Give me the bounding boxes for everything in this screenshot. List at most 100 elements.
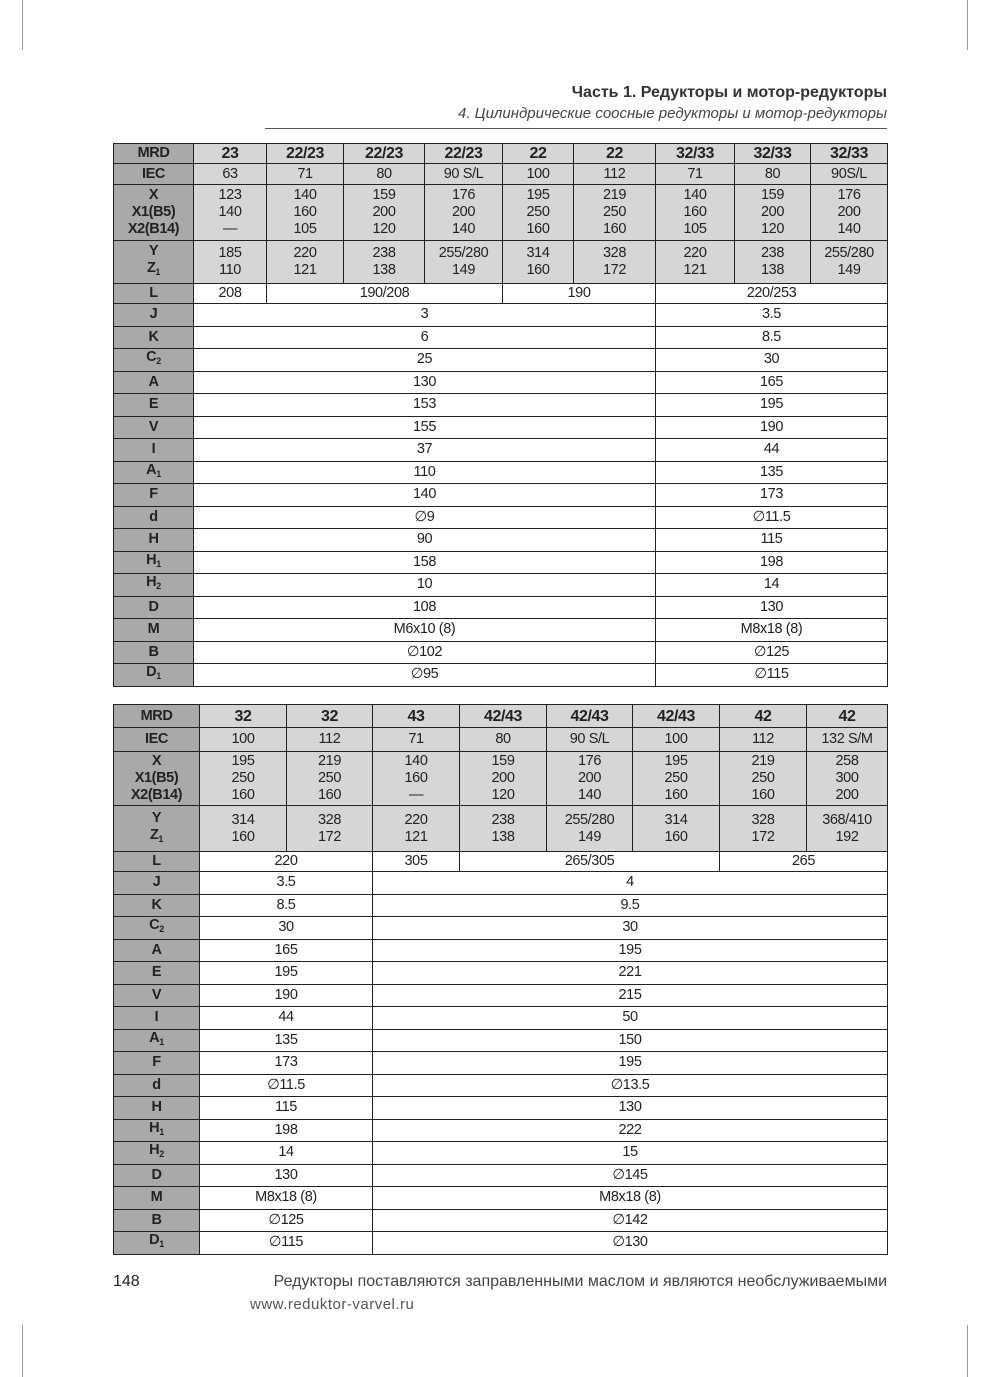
- yz-row: Y Z1 185 110 220 121 238 138 255/280 149 314 160 328…: [113, 240, 888, 284]
- value-cell: ∅13.5: [372, 1073, 888, 1097]
- iec-cell: 71: [655, 163, 735, 185]
- row-label: H: [113, 528, 194, 552]
- dimensions-table-1: MRD 23 22/23 22/23 22/23 22 22 32/33 32/33 32/33 I…: [113, 143, 888, 687]
- yz-cell: 314 160: [632, 805, 720, 852]
- value-cell: 222: [372, 1118, 888, 1142]
- row-label: D1: [113, 663, 194, 687]
- x-cell: 123 140—: [193, 184, 267, 241]
- value-cell: 9.5: [372, 893, 888, 917]
- mrd-cell: 32: [199, 704, 287, 728]
- section-title: 4. Цилиндрические соосные редукторы и мо…: [457, 105, 887, 122]
- iec-cell: 71: [266, 163, 344, 185]
- dimension-row-J: J 3.5 4: [113, 871, 888, 895]
- mrd-cell: 22: [502, 143, 574, 164]
- mrd-cell: 32: [286, 704, 373, 728]
- row-label: H2: [113, 1141, 200, 1165]
- row-label: D1: [113, 1231, 200, 1255]
- value-cell: 140: [193, 483, 656, 507]
- row-label: J: [113, 303, 194, 327]
- value-cell: 90: [193, 528, 656, 552]
- value-cell: 150: [372, 1028, 888, 1052]
- iec-cell: 71: [372, 727, 460, 752]
- website-link[interactable]: www.reduktor-varvel.ru: [250, 1296, 415, 1313]
- iec-cell: 90 S/L: [424, 163, 503, 185]
- iec-cell: 112: [719, 727, 807, 752]
- mrd-cell: 22/23: [266, 143, 344, 164]
- iec-cell: 100: [502, 163, 574, 185]
- dimension-row-E: E 153 195: [113, 393, 888, 417]
- value-cell: M8x18 (8): [655, 618, 888, 642]
- value-cell: 15: [372, 1141, 888, 1165]
- dimension-row-H2: H2 14 15: [113, 1141, 888, 1165]
- value-cell: 190: [199, 983, 373, 1007]
- yz-cell: 368/410 192: [806, 805, 888, 852]
- mrd-cell: 42/43: [632, 704, 720, 728]
- iec-cell: 112: [286, 727, 373, 752]
- x-row: X X1(B5) X2(B14) 123 140—140 160 105 159 200 120 1…: [113, 184, 888, 241]
- dimension-row-F: F 140 173: [113, 483, 888, 507]
- yz-row: Y Z1 314 160 328 172 220 121 238 138 255/280 149 314…: [113, 805, 888, 852]
- dimension-row-E: E 195 221: [113, 961, 888, 985]
- dimension-row-A1: A1 135 150: [113, 1028, 888, 1052]
- dimension-row-d: d ∅9 ∅11.5: [113, 505, 888, 529]
- x-cell: 195 250 160: [199, 751, 287, 806]
- row-label: M: [113, 618, 194, 642]
- value-cell: 37: [193, 438, 656, 462]
- mrd-cell: 32/33: [734, 143, 811, 164]
- mrd-cell: 43: [372, 704, 460, 728]
- x-cell: 176 200 140: [424, 184, 503, 241]
- yz-cell: 238 138: [343, 240, 425, 284]
- row-label: A: [113, 370, 194, 394]
- x-cell: 258 300 200: [806, 751, 888, 806]
- value-cell: M6x10 (8): [193, 618, 656, 642]
- value-cell: 135: [655, 460, 888, 484]
- value-cell: ∅125: [199, 1208, 373, 1232]
- row-label: B: [113, 1208, 200, 1232]
- iec-row: IEC 63 71 80 90 S/L 100 112 71 80 90S/L: [113, 163, 888, 185]
- row-label: H2: [113, 573, 194, 597]
- yz-cell: 220 121: [655, 240, 735, 284]
- yz-cell: 314 160: [199, 805, 287, 852]
- value-cell: 173: [199, 1051, 373, 1075]
- l-cell: 220/253: [655, 283, 888, 304]
- dimension-row-V: V 155 190: [113, 415, 888, 439]
- value-cell: 25: [193, 348, 656, 372]
- l-cell: 265: [719, 851, 888, 872]
- value-cell: 215: [372, 983, 888, 1007]
- value-cell: 10: [193, 573, 656, 597]
- crop-mark: [22, 0, 23, 50]
- dimension-row-F: F 173 195: [113, 1051, 888, 1075]
- value-cell: 3.5: [655, 303, 888, 327]
- mrd-row: MRD 23 22/23 22/23 22/23 22 22 32/33 32/33 32/33: [113, 143, 888, 164]
- mrd-cell: 42: [806, 704, 888, 728]
- value-cell: ∅130: [372, 1231, 888, 1255]
- part-title: Часть 1. Редукторы и мотор-редукторы: [571, 84, 887, 101]
- dimension-row-C2: C2 25 30: [113, 348, 888, 372]
- x-cell: 140 160—: [372, 751, 460, 806]
- dimension-row-H: H 115 130: [113, 1096, 888, 1120]
- dimension-row-A: A 130 165: [113, 370, 888, 394]
- row-label: E: [113, 961, 200, 985]
- value-cell: 155: [193, 415, 656, 439]
- dimension-row-J: J 3 3.5: [113, 303, 888, 327]
- value-cell: 130: [199, 1163, 373, 1187]
- value-cell: 195: [655, 393, 888, 417]
- iec-cell: 80: [459, 727, 547, 752]
- x-row: X X1(B5) X2(B14) 195 250 160 219 250 160 140 160—1…: [113, 751, 888, 806]
- value-cell: 14: [199, 1141, 373, 1165]
- row-label: J: [113, 871, 200, 895]
- crop-mark: [22, 1325, 23, 1377]
- value-cell: 3.5: [199, 871, 373, 895]
- crop-mark: [967, 1325, 968, 1377]
- header-divider: [265, 128, 887, 129]
- dimension-row-B: B ∅125 ∅142: [113, 1208, 888, 1232]
- iec-cell: 100: [632, 727, 720, 752]
- iec-cell: 90S/L: [810, 163, 888, 185]
- l-cell: 305: [372, 851, 460, 872]
- row-label: L: [113, 851, 200, 872]
- iec-cell: 100: [199, 727, 287, 752]
- yz-cell: 185 110: [193, 240, 267, 284]
- value-cell: 3: [193, 303, 656, 327]
- value-cell: 130: [655, 595, 888, 619]
- value-cell: 110: [193, 460, 656, 484]
